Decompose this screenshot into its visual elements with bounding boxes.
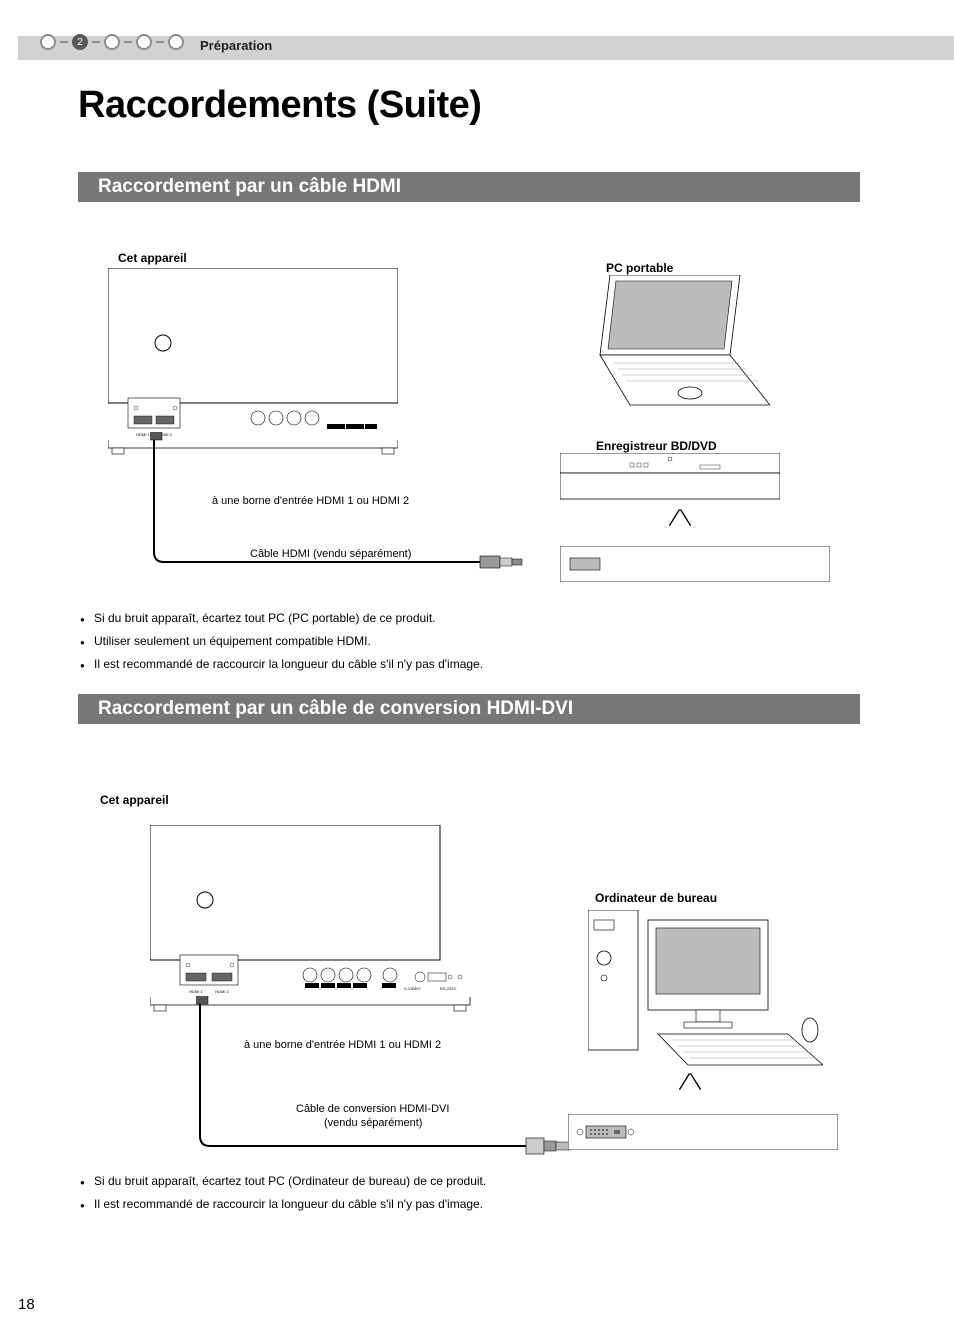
note-item: Il est recommandé de raccourcir la longu… (80, 653, 483, 676)
section-heading-hdmi-dvi: Raccordement par un câble de conversion … (78, 694, 860, 724)
step-circles: 2 (40, 34, 184, 50)
step-circle-5 (168, 34, 184, 50)
device-label-2: Cet appareil (100, 793, 169, 807)
note-item: Il est recommandé de raccourcir la longu… (80, 1193, 486, 1216)
header-label: Préparation (200, 38, 272, 53)
notes-list-2: Si du bruit apparaît, écartez tout PC (O… (80, 1170, 486, 1216)
step-circle-3 (104, 34, 120, 50)
hdmi-cable-illustration (150, 432, 550, 572)
projector-illustration-2: HDMI 1 HDMI 2 S-VIDEO RS-232C (150, 825, 480, 1025)
connection-arrow-icon (680, 1074, 700, 1090)
dvi-cable-illustration (196, 996, 572, 1156)
desktop-label: Ordinateur de bureau (595, 891, 717, 905)
laptop-illustration (580, 275, 770, 415)
page-number: 18 (18, 1296, 35, 1313)
port-label-svideo: S-VIDEO (404, 986, 420, 991)
note-item: Si du bruit apparaît, écartez tout PC (P… (80, 607, 483, 630)
page-title: Raccordements (Suite) (78, 84, 481, 127)
notes-list-1: Si du bruit apparaît, écartez tout PC (P… (80, 607, 483, 675)
port-label-hdmi2: HDMI 2 (215, 989, 229, 994)
note-item: Si du bruit apparaît, écartez tout PC (O… (80, 1170, 486, 1193)
note-item: Utiliser seulement un équipement compati… (80, 630, 483, 653)
port-label-hdmi1: HDMI 1 (136, 432, 150, 437)
recorder-illustration (560, 453, 780, 503)
port-label-rs232c: RS-232C (440, 986, 457, 991)
step-connector (156, 41, 164, 43)
step-connector (92, 41, 100, 43)
dvi-output-box (568, 1114, 838, 1150)
step-circle-1 (40, 34, 56, 50)
device-label: Cet appareil (118, 251, 187, 265)
step-circle-4 (136, 34, 152, 50)
connection-arrow-icon (670, 510, 690, 526)
port-label-hdmi1: HDMI 1 (189, 989, 203, 994)
recorder-label: Enregistreur BD/DVD (596, 439, 717, 453)
step-circle-2-active: 2 (72, 34, 88, 50)
section-heading-hdmi: Raccordement par un câble HDMI (78, 172, 860, 202)
desktop-illustration (588, 910, 823, 1070)
step-connector (124, 41, 132, 43)
hdmi-output-box (560, 546, 830, 582)
step-connector (60, 41, 68, 43)
laptop-label: PC portable (606, 261, 673, 275)
